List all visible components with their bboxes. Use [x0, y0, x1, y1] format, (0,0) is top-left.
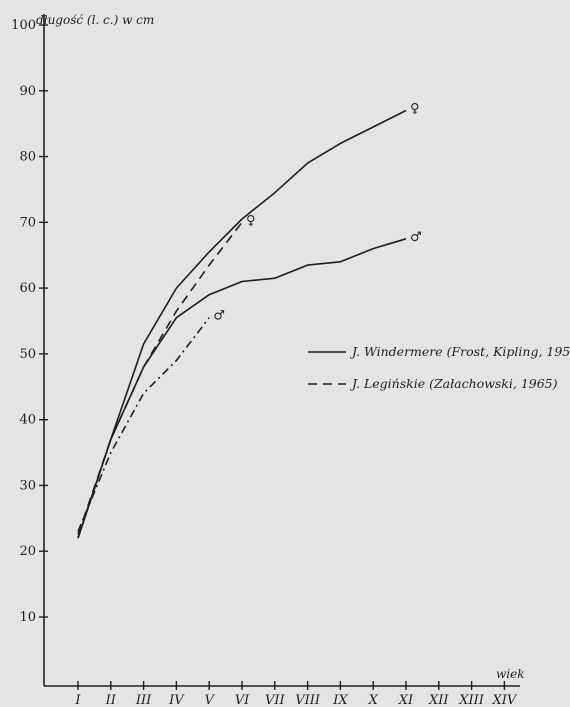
- y-tick-label: 10: [19, 610, 36, 625]
- x-tick-label: I: [74, 693, 81, 707]
- legend: J. Windermere (Frost, Kipling, 1959) J. …: [308, 344, 570, 391]
- series-line-2: [77, 221, 243, 536]
- y-tick-label: 50: [19, 347, 36, 362]
- x-tick-label: XIII: [458, 693, 485, 707]
- series-line-0: [77, 109, 407, 539]
- series-lines: ♀ ♂ ♀ ♂: [77, 102, 422, 539]
- y-tick-label: 30: [19, 478, 36, 493]
- series-end-label: ♂: [410, 230, 422, 245]
- x-tick-label: IV: [168, 693, 185, 707]
- x-axis-title: wiek: [496, 667, 524, 681]
- x-tick-label: XI: [398, 693, 414, 707]
- x-tick-label: VII: [265, 693, 286, 707]
- x-tick-label: VI: [235, 693, 250, 707]
- series-end-label: ♂: [213, 309, 225, 324]
- series-end-label: ♀: [246, 213, 256, 228]
- series-line-3: [77, 317, 210, 532]
- x-axis: [44, 681, 520, 690]
- y-tick-label: 40: [19, 413, 36, 428]
- x-tick-label: XIV: [492, 693, 518, 707]
- y-axis: [39, 14, 48, 686]
- y-tick-label: 90: [19, 84, 36, 99]
- x-tick-label: II: [105, 693, 117, 707]
- x-tick-label: VIII: [295, 693, 321, 707]
- y-tick-label: 100: [11, 18, 36, 33]
- x-tick-label: V: [205, 693, 216, 707]
- legend-label-windermere: J. Windermere (Frost, Kipling, 1959): [349, 344, 570, 359]
- y-tick-label: 60: [19, 281, 36, 296]
- y-tick-label: 80: [19, 150, 36, 165]
- x-tick-label: X: [368, 693, 379, 707]
- series-end-label: ♀: [410, 102, 420, 117]
- x-tick-label: III: [135, 693, 152, 707]
- y-tick-label: 20: [19, 544, 36, 559]
- legend-label-leginskie: J. Legińskie (Załachowski, 1965): [349, 376, 558, 391]
- y-axis-title: długość (l. c.) w cm: [36, 13, 154, 27]
- x-tick-label: IX: [332, 693, 348, 707]
- y-tick-label: 70: [19, 215, 36, 230]
- x-tick-label: XII: [428, 693, 449, 707]
